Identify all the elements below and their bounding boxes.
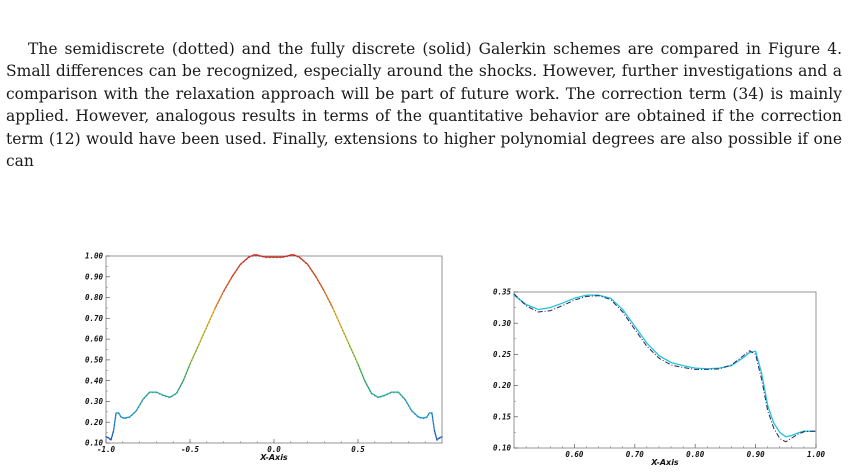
series-segment [175,380,184,394]
series-segment [231,263,242,278]
series-segment [364,380,373,394]
series-segment [433,429,438,441]
series-segment [214,290,225,309]
series-line-1 [513,294,816,438]
plot-frame [105,255,443,444]
series-segment [155,391,164,396]
series-segment [248,254,255,258]
series-segment [182,363,191,382]
series-segment [298,256,309,265]
plot-frame [513,291,817,449]
y-tick-label: 0.10 [85,439,104,448]
series-segment [197,325,208,346]
y-tick-label: 0.20 [85,418,104,427]
y-tick-label: 0.20 [493,381,512,390]
series-segment [426,412,431,418]
y-tick-label: 0.50 [85,355,104,364]
series-segment [239,256,250,265]
y-tick-label: 0.60 [85,335,104,344]
y-tick-label: 0.40 [85,376,104,385]
series-segment [417,416,425,419]
series-segment [306,263,317,278]
body-paragraph: The semidiscrete (dotted) and the fully … [6,40,842,171]
y-tick-label: 0.30 [493,319,512,328]
series-segment [259,255,267,258]
y-tick-label: 0.10 [493,444,512,453]
series-segment [206,307,216,328]
series-segment [397,391,406,401]
x-tick-label: 0.0 [267,445,281,454]
series-segment [162,394,171,398]
series-segment [384,391,393,396]
series-segment [438,436,443,439]
x-tick-label: 0.80 [686,450,705,459]
series-segment [348,344,359,365]
series-segment [189,344,200,365]
x-tick-label: 1.00 [807,450,826,459]
y-tick-label: 0.15 [493,412,512,421]
series-segment [404,398,413,412]
x-tick-label: 0.5 [351,445,365,454]
y-tick-label: 0.90 [85,272,104,281]
series-line-2 [513,293,816,443]
series-segment [293,254,300,258]
series-segment [411,410,420,418]
figure-left-plot: 0.10 0.20 0.30 0.40 0.50 0.60 0.70 0.80 0.90 1.00… [85,252,443,462]
y-tick-label: 0.35 [493,288,512,297]
x-axis-label: X-Axis [650,458,679,467]
series-segment [340,325,351,346]
x-tick-label: 0.70 [626,450,645,459]
series-segment [357,363,366,382]
series-segment [117,412,122,418]
x-axis-label: X-Axis [259,453,288,462]
series-segment [281,255,289,258]
series-segment [377,394,386,398]
series-segment [142,391,151,401]
series-segment [222,276,233,292]
series-segment [123,416,131,419]
y-tick-label: 0.80 [85,293,104,302]
y-tick-label: 0.70 [85,314,104,323]
series-segment [332,307,342,328]
x-tick-label: 0.90 [747,450,766,459]
y-tick-label: 1.00 [85,252,104,261]
series-segment [135,398,144,412]
series-segment [370,392,379,398]
series-segment [169,392,178,398]
series-segment [323,290,334,309]
figure-right-plot: 0.10 0.15 0.20 0.25 0.30 0.35 0.60 0.70 0.80 0.90… [493,288,826,467]
series-line-dotted [105,255,443,442]
y-tick-label: 0.30 [85,397,104,406]
x-tick-label: -0.5 [181,445,200,454]
series-segment [315,276,326,292]
x-tick-label: 0.60 [565,450,584,459]
x-tick-label: -1.0 [97,445,116,454]
series-segment [128,410,137,418]
y-tick-label: 0.25 [493,350,512,359]
